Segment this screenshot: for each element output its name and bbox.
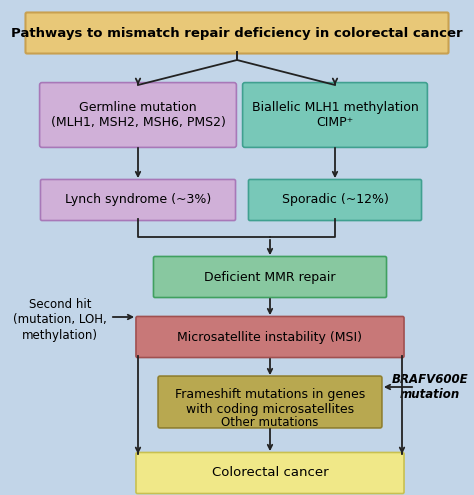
- Text: Pathways to mismatch repair deficiency in colorectal cancer: Pathways to mismatch repair deficiency i…: [11, 27, 463, 40]
- Text: Sporadic (~12%): Sporadic (~12%): [282, 194, 388, 206]
- Text: Deficient MMR repair: Deficient MMR repair: [204, 270, 336, 284]
- FancyBboxPatch shape: [40, 83, 237, 148]
- Text: Second hit
(mutation, LOH,
methylation): Second hit (mutation, LOH, methylation): [13, 298, 107, 342]
- Text: Frameshift mutations in genes
with coding microsatellites: Frameshift mutations in genes with codin…: [175, 388, 365, 416]
- FancyBboxPatch shape: [136, 316, 404, 357]
- FancyBboxPatch shape: [40, 180, 236, 220]
- Text: Microsatellite instability (MSI): Microsatellite instability (MSI): [177, 331, 363, 344]
- FancyBboxPatch shape: [158, 376, 382, 428]
- FancyBboxPatch shape: [154, 256, 386, 297]
- FancyBboxPatch shape: [243, 83, 428, 148]
- Text: Colorectal cancer: Colorectal cancer: [212, 466, 328, 480]
- FancyBboxPatch shape: [136, 452, 404, 494]
- Text: Other mutations: Other mutations: [221, 415, 319, 429]
- FancyBboxPatch shape: [248, 180, 421, 220]
- FancyBboxPatch shape: [26, 12, 448, 53]
- Text: Biallelic MLH1 methylation
CIMP⁺: Biallelic MLH1 methylation CIMP⁺: [252, 101, 419, 129]
- Text: Lynch syndrome (~3%): Lynch syndrome (~3%): [65, 194, 211, 206]
- Text: Germline mutation
(MLH1, MSH2, MSH6, PMS2): Germline mutation (MLH1, MSH2, MSH6, PMS…: [51, 101, 226, 129]
- Text: BRAFV600E
mutation: BRAFV600E mutation: [392, 373, 468, 401]
